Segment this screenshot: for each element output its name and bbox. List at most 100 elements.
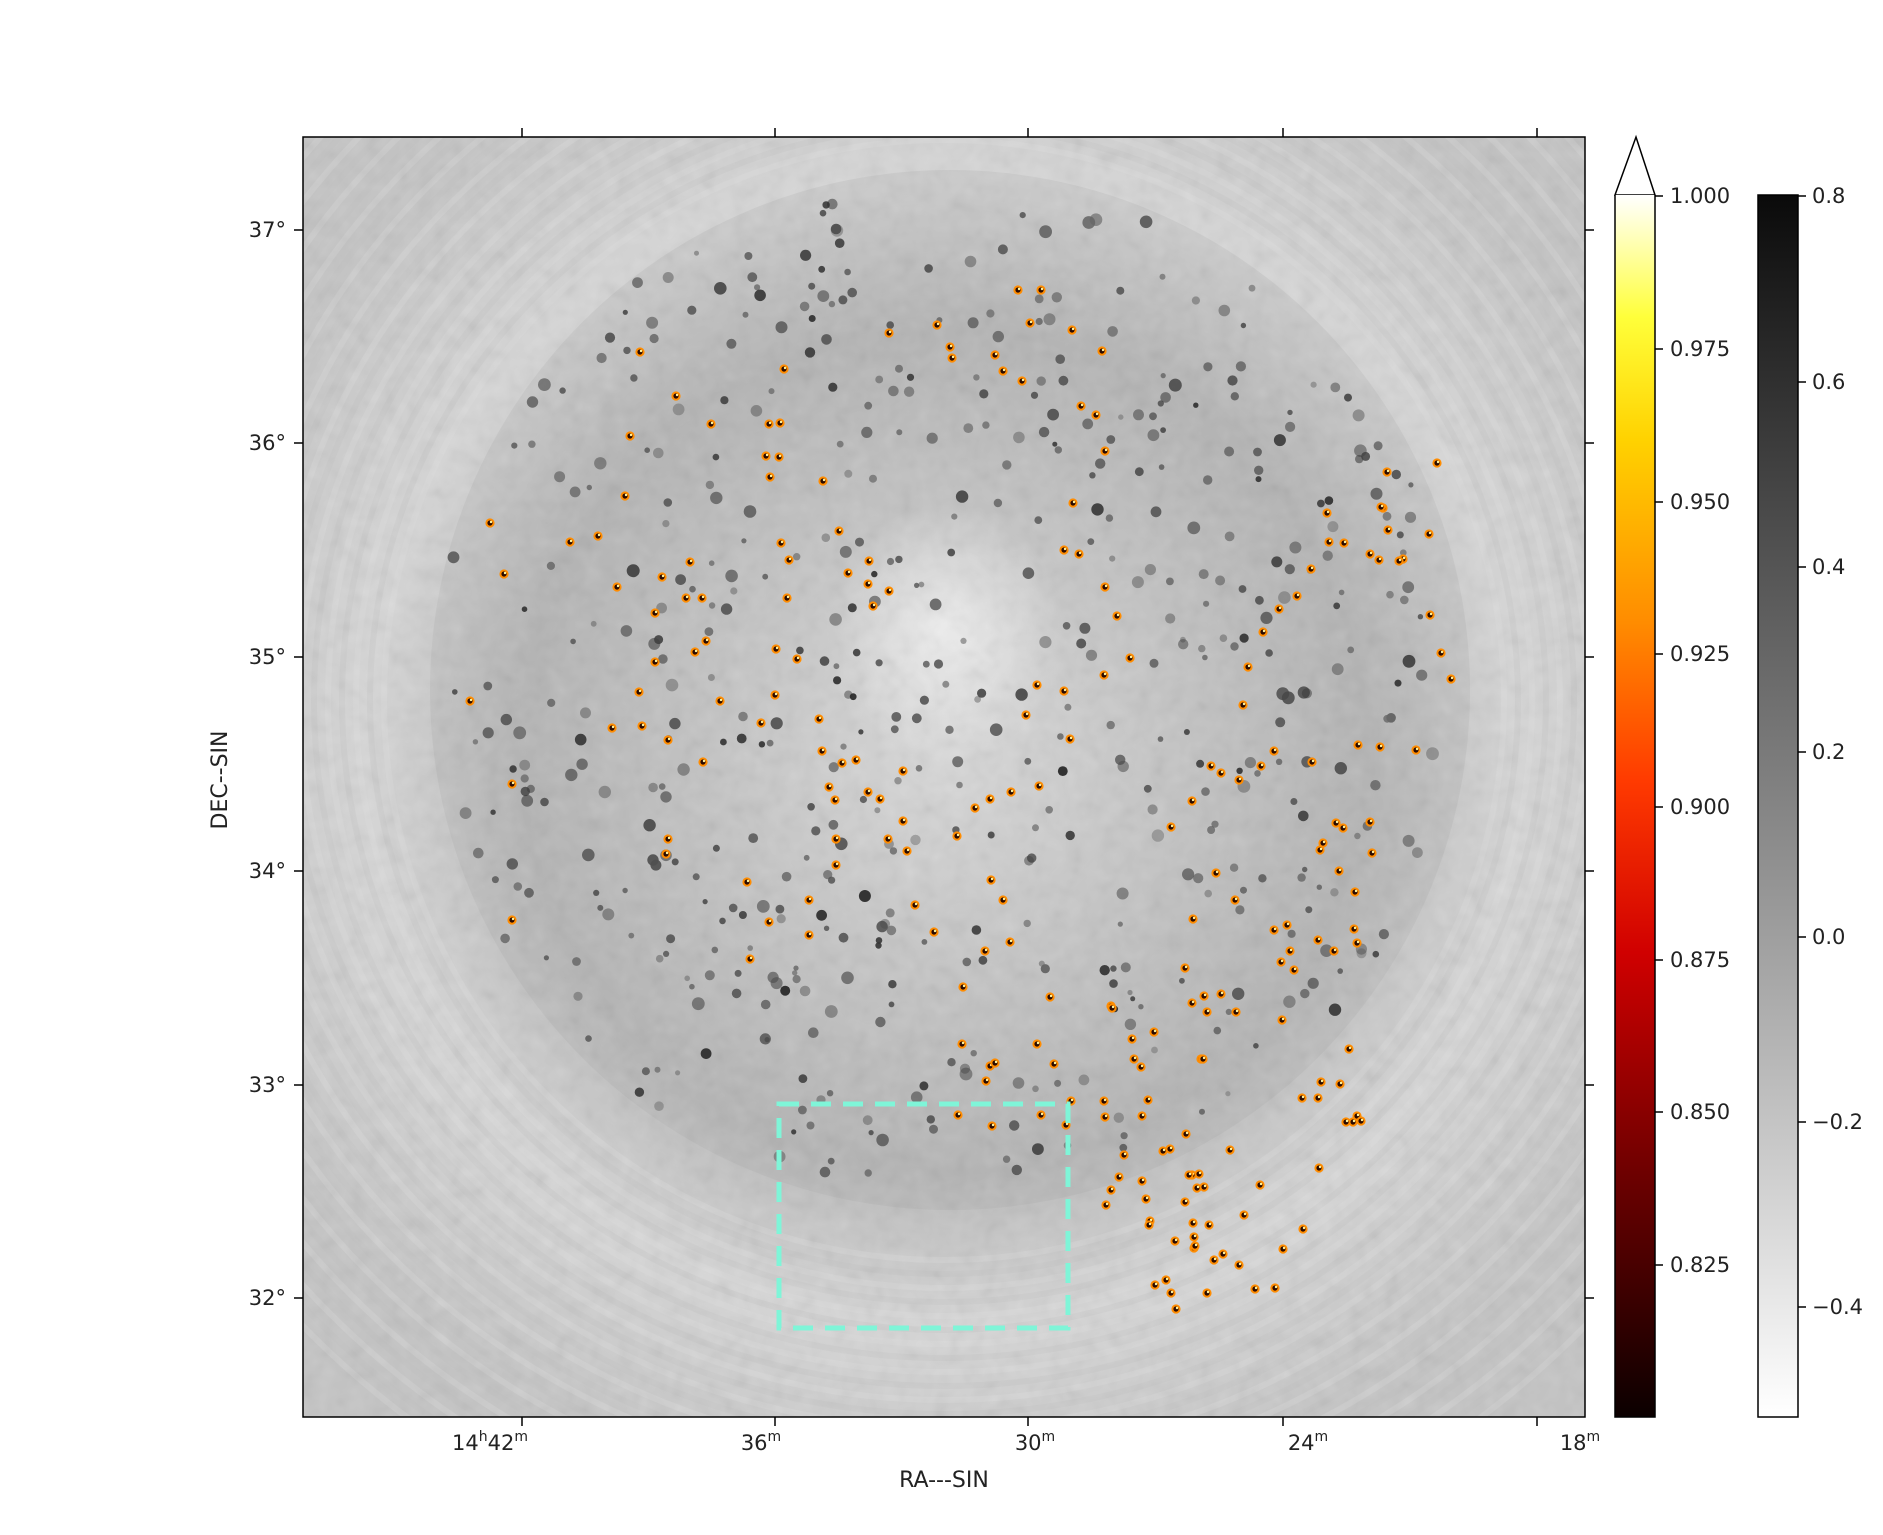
faint-source (1337, 968, 1343, 974)
bright-source (1065, 734, 1075, 744)
bright-source (1314, 1163, 1324, 1173)
faint-source (1089, 472, 1096, 479)
faint-source (1224, 446, 1235, 457)
faint-source (1284, 564, 1295, 575)
faint-source (483, 681, 493, 691)
faint-source (654, 1066, 661, 1073)
bright-source (1034, 781, 1044, 791)
faint-source (598, 785, 611, 799)
faint-source (1079, 622, 1091, 634)
faint-source (1386, 590, 1394, 599)
faint-source (770, 717, 783, 730)
faint-source (1201, 787, 1210, 796)
faint-source (1034, 516, 1043, 524)
bright-source (1199, 1182, 1209, 1192)
faint-source (868, 1130, 874, 1136)
faint-source (829, 613, 842, 626)
faint-source (1032, 824, 1039, 832)
bright-source (1315, 845, 1325, 855)
faint-source (816, 909, 827, 921)
faint-source (704, 627, 714, 636)
faint-source (1159, 273, 1166, 280)
faint-source (1408, 482, 1414, 488)
faint-source (1265, 649, 1273, 657)
faint-source (1229, 863, 1239, 872)
faint-source (793, 553, 801, 561)
faint-source (1211, 820, 1219, 828)
faint-source (1002, 1155, 1011, 1163)
bright-source (774, 452, 784, 462)
faint-source (1055, 354, 1065, 365)
y-tick-label: 34° (249, 859, 286, 883)
bright-source (929, 927, 939, 937)
faint-source (720, 603, 733, 615)
faint-source (710, 491, 723, 505)
bright-source (1383, 525, 1393, 535)
bright-source (1100, 446, 1110, 456)
faint-source (1047, 408, 1059, 421)
bright-source (465, 696, 475, 706)
faint-source (767, 971, 779, 984)
faint-source (1373, 441, 1383, 451)
bright-source (764, 917, 774, 927)
faint-source (1281, 691, 1295, 705)
bright-source (958, 982, 968, 992)
bright-source (1188, 1218, 1198, 1228)
faint-source (760, 999, 771, 1010)
bright-source (1436, 648, 1446, 658)
faint-source (662, 272, 674, 283)
bright-source (1006, 787, 1016, 797)
faint-source (491, 876, 499, 884)
faint-source (1099, 965, 1110, 976)
faint-source (1110, 965, 1117, 972)
highlight-box (776, 1101, 1071, 1331)
bright-source (1285, 946, 1295, 956)
faint-source (791, 1129, 797, 1135)
faint-source (921, 939, 928, 945)
faint-source (1120, 962, 1131, 973)
faint-source (654, 635, 664, 645)
bright-source (1211, 868, 1221, 878)
faint-source (833, 676, 842, 685)
bright-source (1125, 653, 1135, 663)
faint-source (971, 925, 982, 935)
faint-source (956, 781, 963, 789)
faint-source (821, 533, 831, 542)
faint-source (1182, 868, 1195, 881)
bright-source (898, 766, 908, 776)
faint-source (876, 1133, 889, 1147)
faint-source (1307, 977, 1319, 989)
faint-source (585, 1035, 592, 1042)
bright-source (634, 687, 644, 697)
faint-source (1024, 757, 1032, 765)
bright-source (1446, 674, 1456, 684)
faint-source (1023, 919, 1031, 928)
faint-source (754, 289, 766, 302)
bright-source (1194, 1169, 1204, 1179)
faint-source (828, 819, 839, 830)
gray-colorbar-tick: 0.4 (1812, 555, 1845, 579)
faint-source (924, 264, 933, 273)
faint-source (915, 765, 923, 772)
faint-source (1038, 426, 1050, 438)
faint-source (1305, 906, 1313, 914)
faint-source (1109, 555, 1116, 562)
faint-source (1157, 736, 1164, 742)
bright-source (1067, 325, 1077, 335)
bright-source (1106, 1185, 1116, 1195)
bright-source (851, 755, 861, 765)
faint-source (1271, 556, 1283, 568)
faint-source (894, 777, 902, 785)
faint-source (672, 403, 685, 416)
faint-source (855, 537, 864, 547)
bright-source (771, 644, 781, 654)
faint-source (1032, 1143, 1044, 1155)
bright-source (1013, 285, 1023, 295)
bright-source (1341, 1117, 1351, 1127)
faint-source (509, 765, 517, 773)
bright-source (756, 718, 766, 728)
bright-source (1324, 537, 1334, 547)
faint-source (472, 739, 479, 745)
faint-source (847, 287, 857, 298)
